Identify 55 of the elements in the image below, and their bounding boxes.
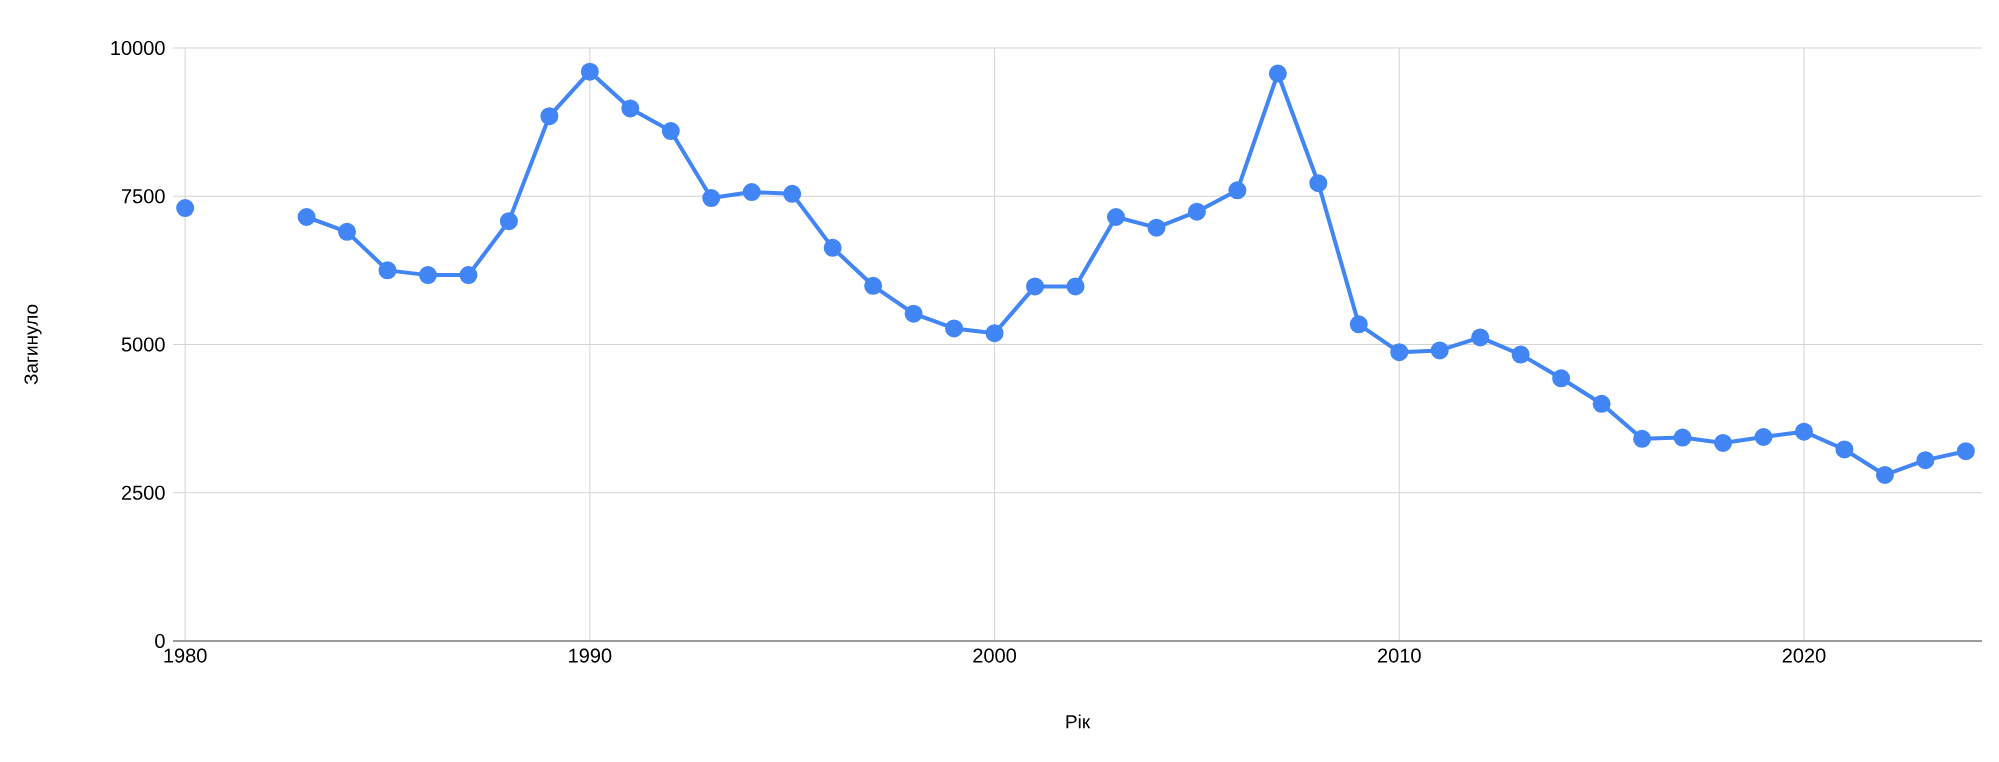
point: [1875, 465, 1894, 484]
point: [864, 276, 883, 295]
point: [702, 189, 721, 208]
point: [459, 266, 478, 285]
y-tick-label: 0: [155, 633, 165, 649]
point: [1956, 442, 1975, 461]
point: [1916, 451, 1935, 470]
point: [1147, 218, 1166, 237]
point: [823, 238, 842, 257]
point: [1187, 202, 1206, 221]
x-axis-title: Рік: [1066, 714, 1091, 729]
x-tick-label: 2000: [973, 648, 1017, 663]
point: [580, 62, 599, 81]
point: [1026, 277, 1045, 296]
point: [783, 184, 802, 203]
x-tick-label: 2020: [1782, 648, 1826, 663]
point: [1511, 345, 1530, 364]
point: [338, 222, 357, 241]
point: [1592, 394, 1611, 413]
point: [621, 99, 640, 118]
point: [1552, 369, 1571, 388]
point: [378, 261, 397, 280]
point: [661, 122, 680, 141]
point: [904, 304, 923, 323]
point: [1349, 315, 1368, 334]
point: [742, 183, 761, 202]
point: [540, 107, 559, 126]
y-tick-label: 5000: [121, 337, 165, 352]
point: [1794, 422, 1813, 441]
point: [418, 266, 437, 285]
point: [1714, 433, 1733, 452]
point: [176, 199, 195, 218]
point: [297, 208, 316, 226]
y-tick-label: 7500: [122, 189, 165, 204]
point: [1633, 429, 1652, 448]
x-tick-label: 1980: [164, 648, 207, 663]
x-tick-label: 2010: [1378, 648, 1421, 663]
point: [945, 319, 964, 338]
point: [1430, 341, 1449, 360]
y-tick-label: 10000: [111, 40, 165, 56]
point: [1673, 428, 1692, 447]
x-tick-label: 1990: [569, 648, 612, 663]
point: [499, 212, 518, 231]
point: [1390, 343, 1409, 362]
point: [1268, 64, 1287, 83]
y-tick-label: 2500: [121, 485, 165, 500]
point: [1066, 277, 1085, 296]
point: [1471, 328, 1490, 347]
point: [1106, 208, 1125, 226]
y-axis-title: Загинуло: [24, 304, 42, 385]
point: [1309, 174, 1328, 193]
point: [1228, 181, 1247, 200]
point: [1835, 440, 1854, 459]
point: [985, 324, 1004, 343]
point: [1754, 428, 1773, 446]
